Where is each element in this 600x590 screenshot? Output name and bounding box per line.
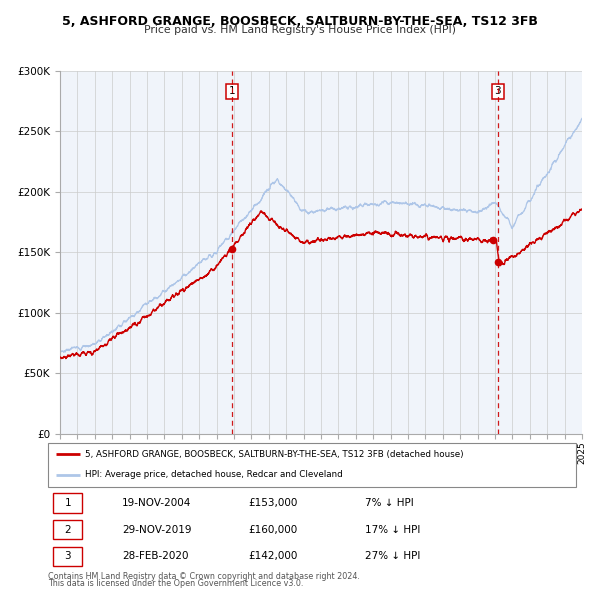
- Text: 5, ASHFORD GRANGE, BOOSBECK, SALTBURN-BY-THE-SEA, TS12 3FB (detached house): 5, ASHFORD GRANGE, BOOSBECK, SALTBURN-BY…: [85, 450, 464, 459]
- Text: Contains HM Land Registry data © Crown copyright and database right 2024.: Contains HM Land Registry data © Crown c…: [48, 572, 360, 581]
- Text: 17% ↓ HPI: 17% ↓ HPI: [365, 525, 420, 535]
- FancyBboxPatch shape: [53, 546, 82, 566]
- Text: 7% ↓ HPI: 7% ↓ HPI: [365, 498, 413, 508]
- FancyBboxPatch shape: [53, 493, 82, 513]
- Text: This data is licensed under the Open Government Licence v3.0.: This data is licensed under the Open Gov…: [48, 579, 304, 588]
- Text: £142,000: £142,000: [248, 551, 298, 561]
- Text: Price paid vs. HM Land Registry's House Price Index (HPI): Price paid vs. HM Land Registry's House …: [144, 25, 456, 35]
- Text: 3: 3: [494, 86, 501, 96]
- Text: 28-FEB-2020: 28-FEB-2020: [122, 551, 188, 561]
- Text: 1: 1: [64, 498, 71, 508]
- Text: 29-NOV-2019: 29-NOV-2019: [122, 525, 191, 535]
- Text: 2: 2: [64, 525, 71, 535]
- Text: HPI: Average price, detached house, Redcar and Cleveland: HPI: Average price, detached house, Redc…: [85, 470, 343, 479]
- FancyBboxPatch shape: [53, 520, 82, 539]
- FancyBboxPatch shape: [48, 442, 576, 487]
- Text: 19-NOV-2004: 19-NOV-2004: [122, 498, 191, 508]
- Text: £153,000: £153,000: [248, 498, 298, 508]
- Text: 27% ↓ HPI: 27% ↓ HPI: [365, 551, 420, 561]
- Text: 5, ASHFORD GRANGE, BOOSBECK, SALTBURN-BY-THE-SEA, TS12 3FB: 5, ASHFORD GRANGE, BOOSBECK, SALTBURN-BY…: [62, 15, 538, 28]
- Text: 3: 3: [64, 551, 71, 561]
- Text: 1: 1: [229, 86, 235, 96]
- Text: £160,000: £160,000: [248, 525, 298, 535]
